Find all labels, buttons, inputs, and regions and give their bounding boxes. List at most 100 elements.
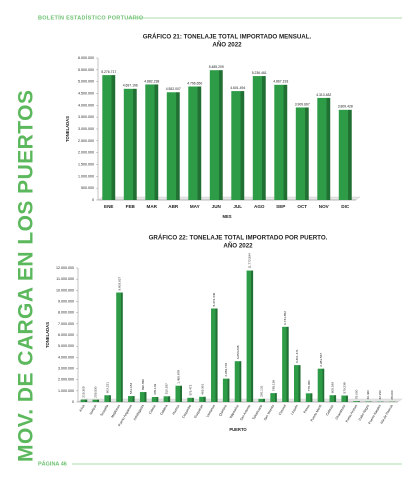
value-label: 4.313.482	[316, 93, 331, 97]
bar-shade	[187, 397, 194, 402]
bar-shade	[365, 401, 372, 402]
bar-shade	[145, 84, 159, 200]
y-tick-label: 5.500.000	[78, 68, 94, 72]
value-label: 890.550	[141, 379, 145, 390]
value-label: 4.601.494	[230, 86, 245, 90]
y-tick-label: 2.000.000	[78, 151, 94, 155]
x-tick-label: Quintero	[218, 404, 228, 417]
y-axis-label: TONELADAS	[65, 116, 70, 142]
footer-page: PÁGINA 46	[38, 460, 67, 467]
bar-shade	[128, 396, 135, 402]
bar-shade	[139, 392, 147, 402]
bar-shade	[209, 70, 223, 201]
x-tick-label: Arica	[78, 404, 85, 413]
value-label: 1.455.878	[177, 370, 181, 384]
bar-shade	[199, 396, 206, 402]
y-tick-label: 7.000.000	[58, 322, 74, 326]
x-tick-label: SEP	[276, 204, 285, 209]
y-tick-label: 9.000.000	[58, 299, 74, 303]
value-label: 2.981.537	[319, 353, 323, 367]
value-label: 5.485.209	[209, 65, 224, 69]
value-label: 215.305	[82, 386, 86, 397]
value-label: 603.221	[105, 382, 109, 393]
x-tick-label: Valparaíso	[228, 404, 239, 420]
value-label: 4.867.193	[273, 80, 288, 84]
bar-shade	[258, 398, 265, 402]
bar-shade	[252, 76, 266, 200]
x-tick-label: Caldera	[159, 404, 168, 416]
x-tick-label: ENE	[104, 204, 113, 209]
bar-shade	[123, 88, 137, 200]
x-tick-label: Coloso	[148, 404, 157, 415]
x-tick-label: OCT	[297, 204, 307, 209]
x-tick-label: Chacabuco	[334, 404, 346, 421]
value-label: 8.374.346	[212, 292, 216, 306]
bar-shade	[175, 385, 182, 402]
bar-shade	[246, 270, 254, 402]
bar-shade	[341, 395, 348, 402]
x-tick-label: JUL	[233, 204, 242, 209]
x-axis-label: PUERTO	[229, 427, 247, 432]
bar-shade	[163, 396, 171, 402]
y-tick-label: 3.500.000	[78, 115, 94, 119]
bar-shade	[338, 109, 352, 200]
bar-shade	[166, 92, 180, 200]
value-label: 32.150	[378, 390, 382, 400]
bar-shade	[294, 365, 301, 402]
value-label: 795.136	[271, 380, 275, 391]
x-tick-label: Penco	[303, 404, 311, 414]
x-tick-label: DIC	[341, 204, 350, 209]
value-label: 3.809.428	[338, 105, 353, 109]
x-tick-label: Iquique	[89, 404, 98, 416]
x-tick-label: Punta Arenas	[345, 404, 359, 423]
value-label: 6.731.852	[283, 311, 287, 325]
value-label: 579.238	[342, 382, 346, 393]
x-tick-label: FEB	[126, 204, 136, 209]
bar-shade	[102, 75, 116, 200]
value-label: 75.000	[354, 389, 358, 399]
value-label: 463.901	[200, 383, 204, 394]
x-tick-label: Mejillones	[110, 404, 121, 419]
x-tick-label: Coronel	[278, 404, 287, 416]
value-label: 3.653.295	[236, 345, 240, 359]
y-axis-label: TONELADAS	[45, 322, 50, 348]
bar-shade	[92, 399, 100, 402]
value-label: 28.000	[390, 390, 394, 400]
value-label: 375.472	[188, 384, 192, 395]
value-label: 281.131	[260, 385, 264, 396]
bar-shade	[282, 326, 289, 402]
bar-shade	[211, 308, 218, 402]
y-tick-label: 10.000.000	[56, 288, 74, 292]
y-tick-label: 0	[72, 400, 74, 404]
x-tick-label: Ventanas	[206, 404, 217, 418]
value-label: 4.552.007	[166, 87, 181, 91]
value-label: 4.796.650	[187, 81, 202, 85]
x-tick-label: Talcahuano	[251, 404, 263, 421]
value-label: 9.803.627	[117, 276, 121, 290]
x-tick-label: Coquimbo	[181, 404, 192, 419]
y-tick-label: 1.500.000	[78, 162, 94, 166]
value-label: 46.460	[366, 390, 370, 400]
value-label: 4.697.196	[123, 84, 138, 88]
y-tick-label: 1.000.000	[78, 174, 94, 178]
bar-shade	[80, 399, 88, 402]
y-tick-label: 1.000.000	[58, 389, 74, 393]
bar-shade	[274, 84, 288, 200]
y-tick-label: 4.000.000	[78, 103, 94, 107]
value-label: 778.480	[307, 380, 311, 391]
y-tick-label: 11.000.000	[56, 277, 74, 281]
value-label: 3.909.667	[295, 102, 310, 106]
x-tick-label: MAY	[190, 204, 200, 209]
chart-title: GRÁFICO 22: TONELAJE TOTAL IMPORTADO POR…	[149, 235, 328, 242]
value-label: 531.183	[129, 383, 133, 394]
x-tick-label: Lirquén	[290, 404, 299, 416]
bar-shade	[329, 395, 337, 402]
bar-shade	[305, 393, 313, 402]
bar-shade	[317, 368, 325, 402]
x-tick-label: MAR	[147, 204, 158, 209]
value-label: 5.276.717	[101, 70, 116, 74]
y-tick-label: 2.500.000	[78, 139, 94, 143]
x-tick-label: San Antonio	[239, 404, 251, 422]
